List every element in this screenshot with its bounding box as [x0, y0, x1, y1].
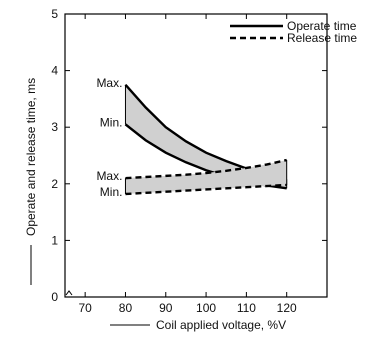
annotation-max: Max. [96, 169, 122, 183]
annotation-max: Max. [96, 76, 122, 90]
axes-layer [30, 13, 328, 326]
annotation-min: Min. [100, 185, 123, 199]
x-tick-label: 70 [78, 301, 92, 315]
x-tick-label: 80 [119, 301, 133, 315]
plot-frame [64, 13, 328, 298]
x-tick-label: 90 [159, 301, 173, 315]
y-tick-label: 4 [51, 64, 58, 78]
x-tick-label: 100 [196, 301, 216, 315]
y-axis-label: Operate and release time, ms [24, 78, 38, 236]
y-tick-label: 2 [51, 177, 58, 191]
legend-label: Release time [287, 31, 357, 45]
y-tick-label: 1 [51, 233, 58, 247]
bands-layer [124, 83, 288, 196]
y-tick-label: 0 [51, 290, 58, 304]
annotation-min: Min. [100, 115, 123, 129]
axis-break-mark [65, 290, 73, 296]
x-tick-label: 110 [237, 301, 256, 315]
y-tick-label: 3 [51, 120, 58, 134]
labels-layer: 0 1 2 3 4 5 70 80 90 100 110 120 Coil applied voltag… [24, 7, 297, 332]
x-axis-label: Coil applied voltage, %V [156, 318, 286, 332]
legend-label: Operate time [287, 19, 357, 33]
x-tick-label: 120 [277, 301, 297, 315]
release-time-max-line [125, 158, 287, 180]
y-tick-label: 5 [51, 7, 58, 21]
release-time-min-line [125, 183, 287, 196]
